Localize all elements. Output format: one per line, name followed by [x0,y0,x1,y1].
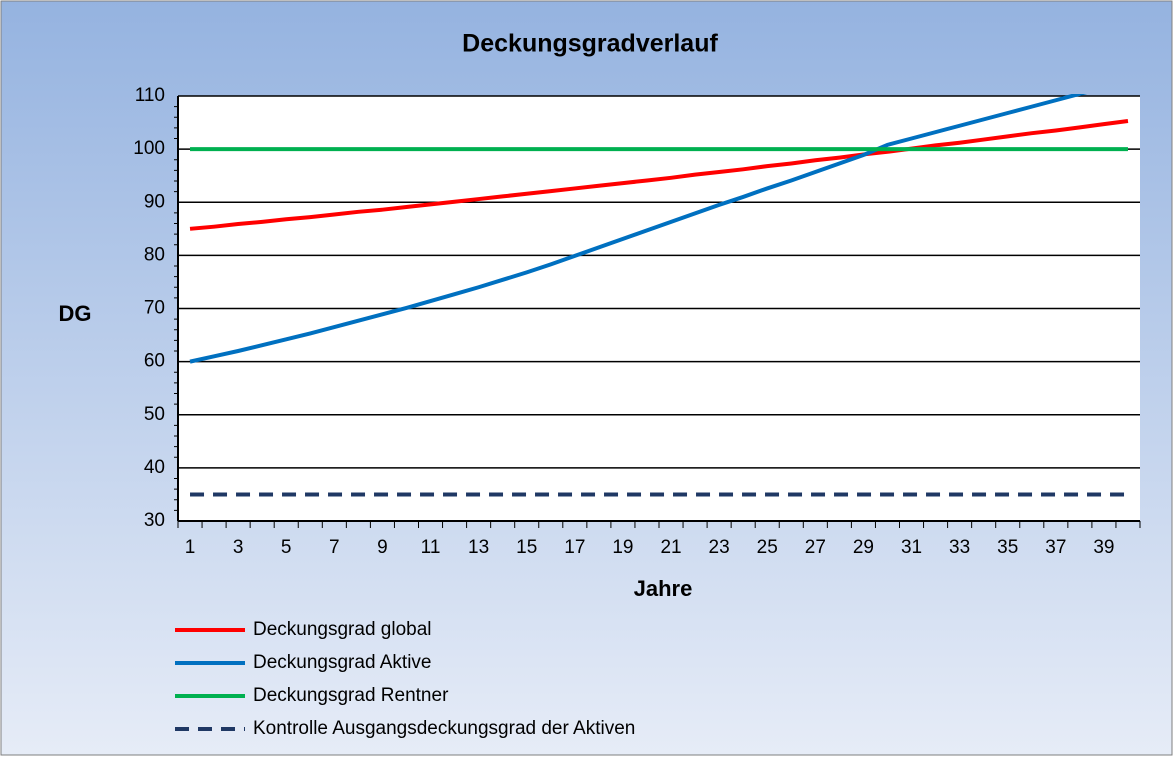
x-tick-label: 27 [805,537,826,558]
x-tick-label: 17 [564,537,585,558]
x-tick-label: 9 [377,537,388,558]
y-tick-label: 30 [144,510,165,531]
y-tick-label: 50 [144,404,165,425]
chart-title: Deckungsgradverlauf [462,30,718,58]
series-line [189,118,1129,231]
x-tick-label: 29 [853,537,874,558]
x-tick-label: 25 [757,537,778,558]
series-line [189,94,1088,364]
x-tick-label: 7 [329,537,340,558]
x-axis-label: Jahre [634,576,693,601]
x-tick-label: 35 [997,537,1018,558]
legend-label: Deckungsgrad global [253,619,432,640]
x-tick-label: 33 [949,537,970,558]
x-tick-label: 39 [1093,537,1114,558]
legend-label: Deckungsgrad Aktive [253,652,432,673]
y-tick-label: 100 [133,138,165,159]
x-tick-label: 13 [468,537,489,558]
legend-label: Kontrolle Ausgangsdeckungsgrad der Aktiv… [253,718,635,739]
x-tick-label: 1 [185,537,196,558]
x-tick-label: 23 [709,537,730,558]
x-tick-label: 37 [1045,537,1066,558]
y-axis-label: DG [59,301,92,326]
y-tick-label: 70 [144,298,165,319]
y-tick-label: 90 [144,191,165,212]
y-tick-label: 40 [144,457,165,478]
x-tick-label: 11 [421,537,441,558]
y-tick-label: 110 [135,85,165,106]
x-tick-label: 3 [233,537,244,558]
x-tick-label: 15 [516,537,537,558]
x-tick-label: 19 [612,537,633,558]
y-tick-label: 60 [144,351,165,372]
legend-label: Deckungsgrad Rentner [253,685,449,706]
lines [189,94,1129,497]
x-tick-label: 5 [281,537,292,558]
y-tick-label: 80 [144,244,165,265]
x-tick-label: 31 [901,537,922,558]
x-tick-label: 21 [660,537,681,558]
